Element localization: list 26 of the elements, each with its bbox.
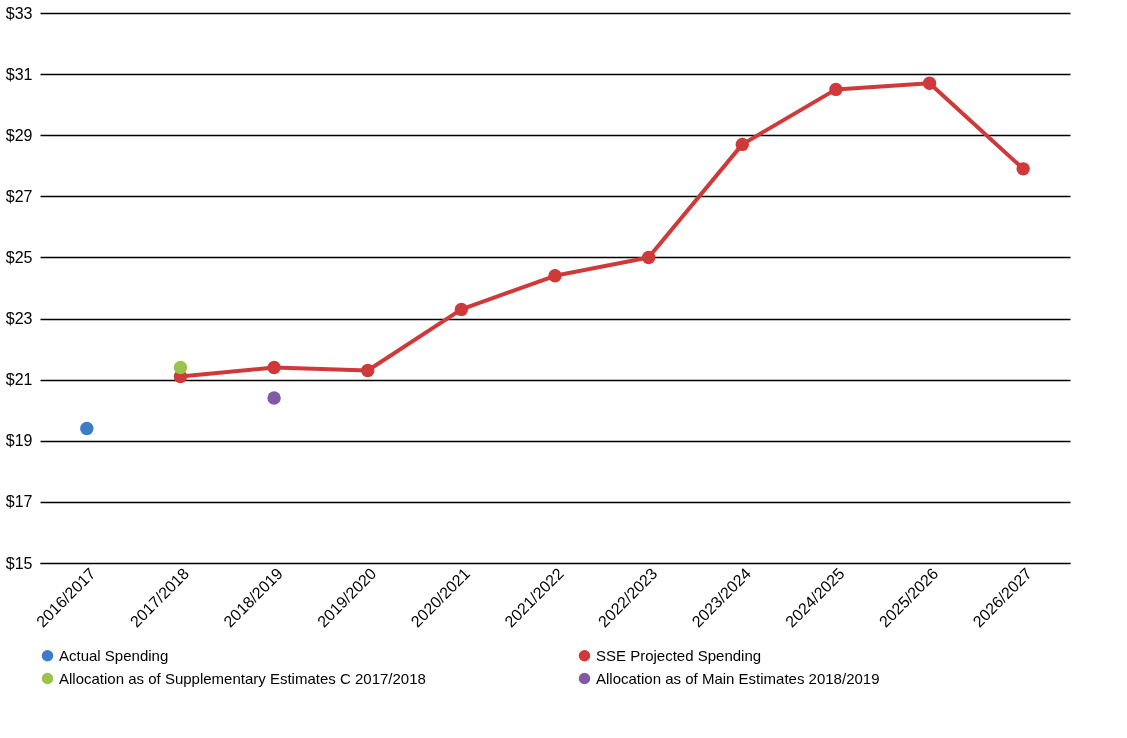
point <box>1016 162 1030 176</box>
legend-label: Allocation as of Main Estimates 2018/2019 <box>596 669 880 687</box>
y-tick-label: $15 <box>5 554 33 572</box>
point <box>829 82 843 97</box>
point <box>641 250 656 265</box>
point <box>361 363 375 378</box>
point <box>735 137 749 152</box>
point <box>173 360 188 375</box>
y-tick-label: $31 <box>5 65 33 83</box>
y-tick-label: $17 <box>5 493 33 511</box>
point <box>548 269 562 283</box>
point <box>267 360 281 375</box>
point <box>454 302 469 317</box>
legend-label: Actual Spending <box>59 646 169 664</box>
y-tick-label: $29 <box>5 126 33 144</box>
point <box>267 391 281 405</box>
legend-label: Allocation as of Supplementary Estimates C 2017/2018 <box>59 669 426 687</box>
legend-label: SSE Projected Spending <box>596 646 762 664</box>
y-tick-label: $23 <box>5 310 33 328</box>
point <box>80 421 94 436</box>
y-tick-label: $33 <box>5 4 33 22</box>
y-tick-label: $21 <box>5 371 33 389</box>
point <box>922 76 937 90</box>
y-tick-label: $19 <box>5 432 33 450</box>
y-tick-label: $25 <box>5 248 33 266</box>
y-tick-label: $27 <box>5 187 33 205</box>
